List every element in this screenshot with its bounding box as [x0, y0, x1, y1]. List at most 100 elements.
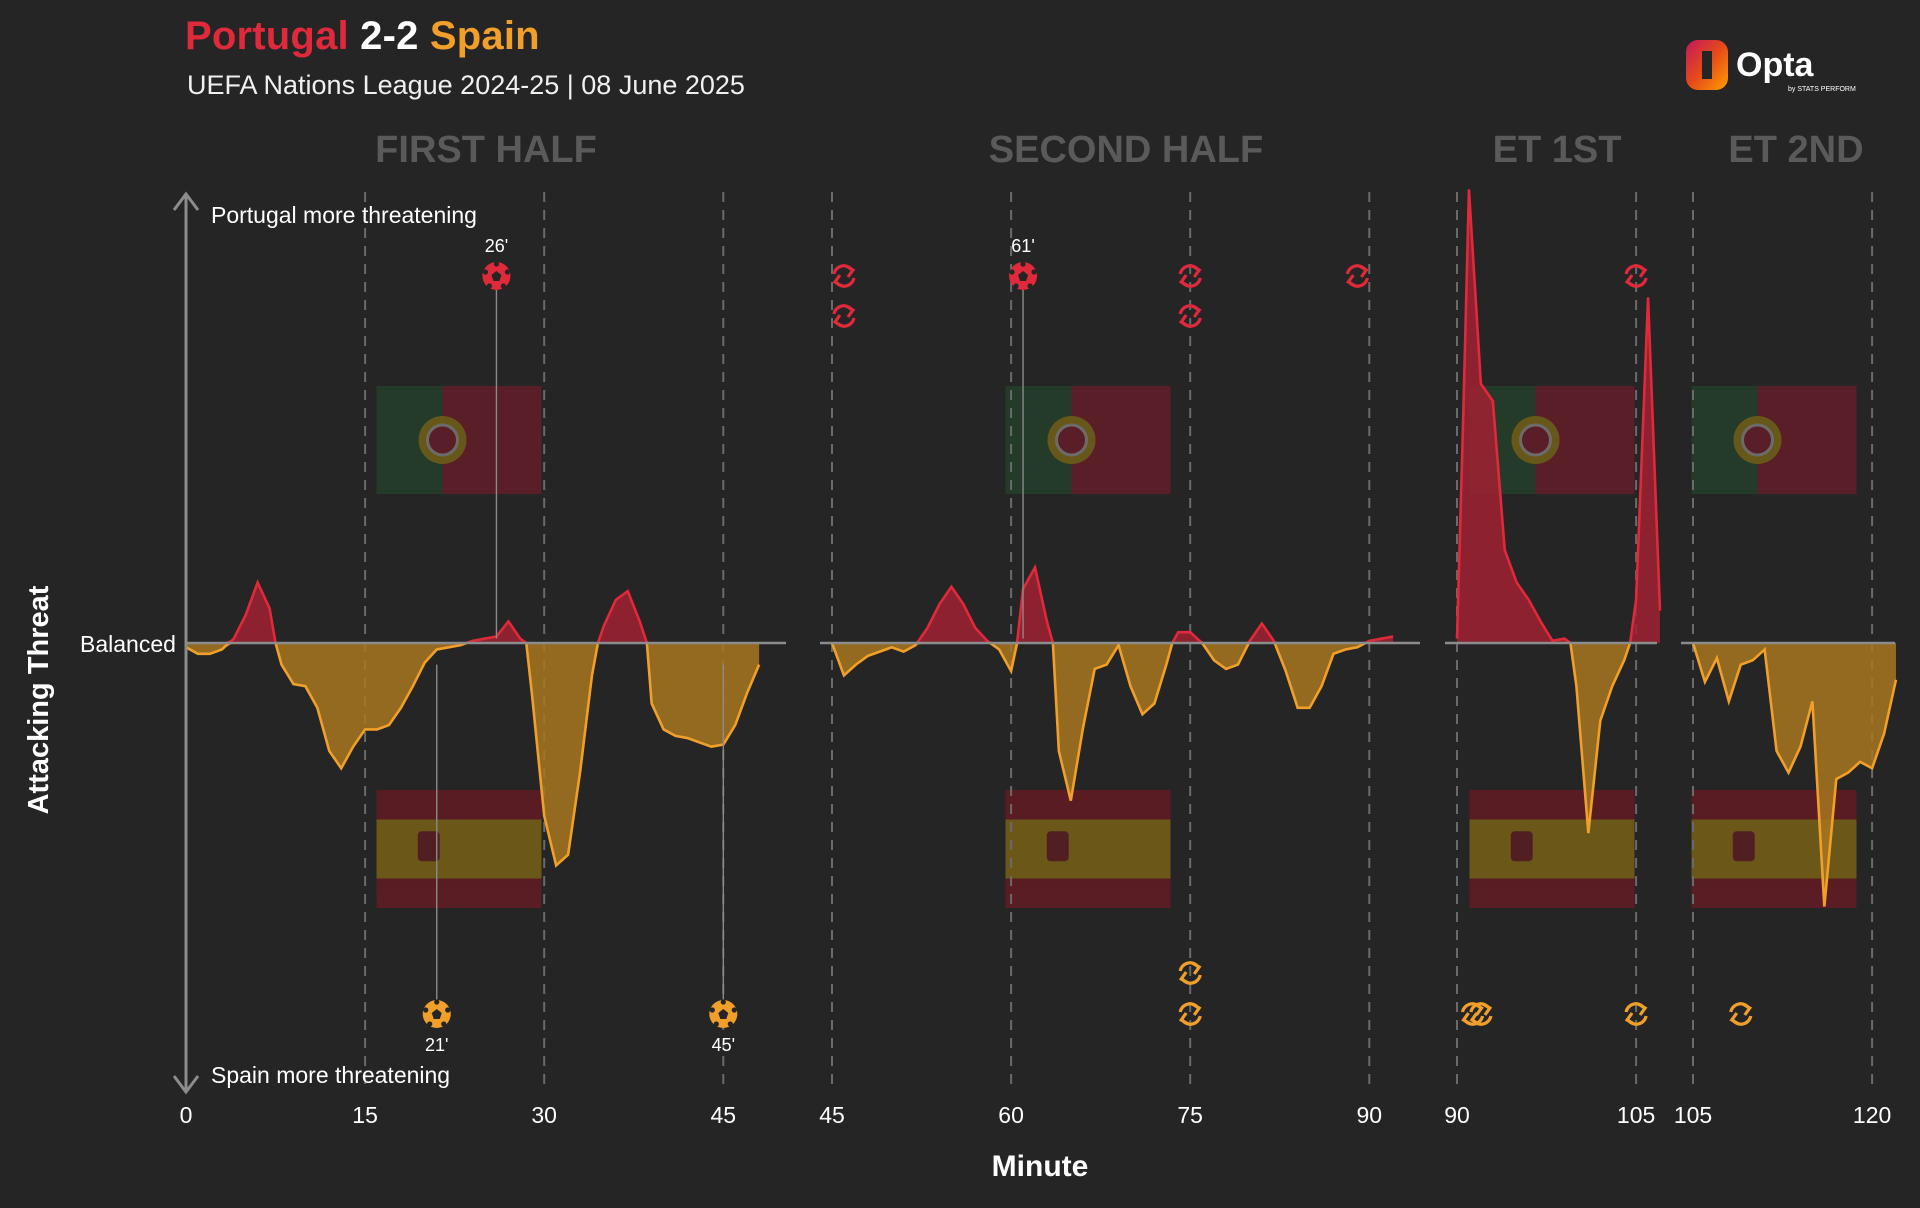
goal-marker: 61' [1009, 236, 1038, 639]
sub-arrow-bottom [1346, 274, 1357, 288]
flag-coat-of-arms [1510, 831, 1533, 862]
football-dot [504, 269, 511, 275]
sub-arrow-bottom [1178, 274, 1189, 288]
tick-label: 75 [1177, 1102, 1203, 1128]
chart-subtitle: UEFA Nations League 2024-25 | 08 June 20… [187, 70, 745, 100]
area-group [832, 567, 1394, 801]
chart-title: Portugal 2-2 Spain [185, 14, 540, 59]
period-2: SECOND HALF 45 60 75 90 [819, 129, 1420, 1128]
y-axis: Portugal more threatening Spain more thre… [23, 191, 1089, 1183]
x-axis-title: Minute [992, 1150, 1089, 1183]
football-patch [1018, 271, 1029, 281]
sub-arrow-top [1191, 304, 1202, 318]
sub-arrow-bottom [1469, 1012, 1480, 1026]
goal-marker: 21' [422, 664, 451, 1055]
sub-arrow-bottom [1178, 971, 1189, 985]
football-dot [709, 1007, 715, 1013]
period-3: ET 1ST 90 105 [1444, 129, 1662, 1128]
flag-sphere [1047, 416, 1096, 464]
football-patch [718, 1009, 729, 1019]
substitution-icon [1624, 1002, 1648, 1026]
sub-arrow-top [1358, 264, 1369, 278]
spain-flag-icon [376, 790, 542, 908]
spain-line [830, 643, 1369, 801]
score: 2-2 [360, 14, 419, 58]
sub-arrow-top [1637, 1002, 1648, 1016]
flag-red-band [1757, 386, 1857, 494]
goal-minute-label: 26' [485, 236, 508, 256]
flag-coat-of-arms [1732, 831, 1755, 862]
tick-label: 15 [352, 1102, 378, 1128]
arrow-up-icon [172, 191, 200, 211]
sub-arrow-top [1191, 961, 1202, 975]
spain-area [186, 643, 760, 866]
football-dot [713, 1021, 719, 1027]
opta-logo-icon: Opta by STATS PERFORM [1686, 40, 1856, 93]
flag-coat-of-arms [1046, 831, 1069, 862]
sub-arrow-top [1482, 1002, 1493, 1016]
substitution-icon [1178, 264, 1202, 288]
football-dot [720, 999, 726, 1005]
flag-red-band [376, 790, 542, 908]
football-icon [709, 999, 738, 1028]
portugal-line [227, 579, 649, 643]
sub-arrow-bottom [832, 274, 843, 288]
period-1: FIRST HALF 0 15 30 45 [180, 129, 786, 1128]
football-dot [500, 283, 507, 289]
tick-label: 90 [1444, 1102, 1470, 1128]
football-dot [1020, 261, 1026, 267]
portugal-area [1457, 189, 1660, 643]
football-dot [434, 999, 440, 1005]
football-dot [1009, 269, 1015, 275]
football-dot [445, 1007, 451, 1013]
football-dot [441, 1021, 447, 1027]
period-label: SECOND HALF [989, 129, 1263, 171]
away-team-name: Spain [429, 14, 540, 58]
flag-green-band [376, 386, 443, 494]
spain-line [1568, 643, 1632, 834]
sub-arrow-top [1191, 264, 1202, 278]
substitution-icon [1469, 1002, 1493, 1026]
tick-label: 45 [819, 1102, 845, 1128]
football-dot [1013, 283, 1019, 289]
football-icon [1009, 261, 1038, 290]
spain-area [1693, 643, 1896, 907]
logo-text: Opta [1736, 46, 1815, 84]
spain-line [1691, 643, 1898, 907]
flag-shield [426, 423, 459, 457]
spain-area [832, 643, 1394, 801]
football-icon [422, 999, 451, 1028]
tick-label: 45 [711, 1102, 737, 1128]
flag-yellow-band [1469, 819, 1635, 879]
sub-arrow-bottom [1461, 1012, 1472, 1026]
period-label: ET 2ND [1728, 129, 1863, 171]
spain-area [1457, 643, 1660, 834]
portugal-line [832, 563, 1394, 643]
tick-label: 60 [998, 1102, 1024, 1128]
football-icon [482, 261, 511, 290]
substitution-icon [1178, 304, 1202, 328]
sub-arrow-top [1741, 1002, 1753, 1016]
flag-green-band [1005, 386, 1072, 494]
football-dot [1027, 283, 1033, 289]
sub-arrow-top [1191, 1002, 1202, 1016]
logo-subtext: by STATS PERFORM [1788, 86, 1856, 93]
tick-label: 90 [1357, 1102, 1383, 1128]
goal-minute-label: 61' [1011, 236, 1034, 256]
sub-arrow-bottom [1624, 274, 1635, 288]
flag-red-band [1469, 790, 1635, 908]
football-patch [431, 1009, 442, 1019]
sub-arrow-top [845, 264, 856, 278]
y-top-label: Portugal more threatening [211, 202, 477, 228]
sub-arrow-bottom [1178, 314, 1189, 328]
substitution-icon [1624, 264, 1648, 288]
portugal-flag-icon [1691, 386, 1857, 494]
spain-flag-icon [1005, 790, 1171, 908]
substitution-icon [1345, 264, 1369, 288]
balanced-label: Balanced [80, 631, 176, 657]
spain-line [185, 643, 761, 868]
tick-label: 105 [1674, 1102, 1712, 1128]
sub-arrow-bottom [1178, 1012, 1189, 1026]
